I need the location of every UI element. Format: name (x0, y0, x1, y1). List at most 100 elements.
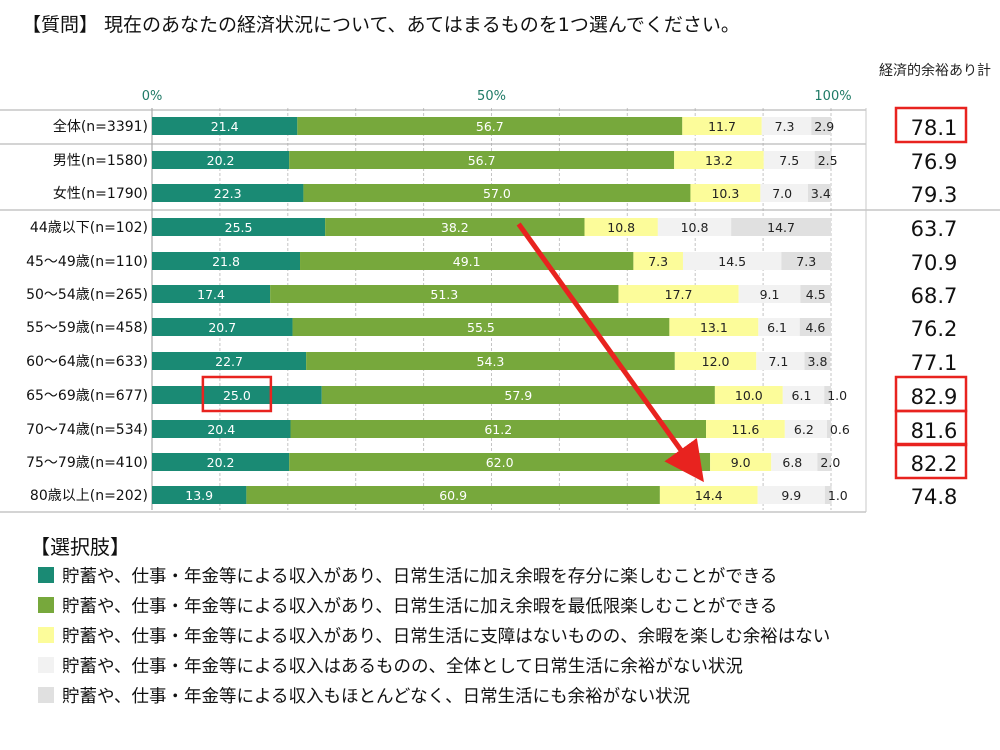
category-label: 44歳以下(n=102) (30, 220, 148, 236)
summary-total: 76.9 (911, 150, 958, 174)
bar-segment (152, 352, 307, 370)
bar-segment (714, 386, 783, 404)
data-label: 3.8 (808, 354, 828, 369)
data-label: 21.4 (211, 119, 239, 134)
data-label: 11.6 (732, 422, 760, 437)
summary-total: 63.7 (911, 217, 958, 241)
bar-segment (152, 285, 271, 303)
data-label: 10.3 (711, 186, 739, 201)
summary-total: 82.9 (911, 385, 958, 409)
legend-item: 貯蓄や、仕事・年金等による収入はあるものの、全体として日常生活に余裕がない状況 (38, 651, 743, 679)
data-label: 12.0 (702, 354, 730, 369)
bar-segment (152, 184, 304, 202)
data-label: 6.1 (792, 388, 812, 403)
bar-segment (633, 252, 683, 270)
data-label: 49.1 (453, 254, 481, 269)
x-tick-label: 0% (142, 89, 163, 104)
data-label: 20.2 (207, 455, 235, 470)
legend-label: 貯蓄や、仕事・年金等による収入があり、日常生活に支障はないものの、余暇を楽しむ余… (62, 626, 831, 647)
bar-segment (289, 151, 675, 169)
data-label: 7.1 (768, 354, 788, 369)
legend-item: 貯蓄や、仕事・年金等による収入があり、日常生活に支障はないものの、余暇を楽しむ余… (38, 621, 830, 649)
legend-swatch (38, 657, 54, 673)
bar-segment (669, 318, 759, 336)
bar-segment (682, 252, 782, 270)
bar-segment (152, 151, 290, 169)
bar-segment (152, 420, 291, 438)
bar-segment (761, 117, 812, 135)
data-label: 7.0 (772, 186, 792, 201)
bar-segment (757, 486, 825, 504)
question-title: 【質問】 現在のあなたの経済状況について、あてはまるものを1つ選んでください。 (22, 14, 740, 36)
data-label: 20.2 (207, 153, 235, 168)
bar-segment (782, 386, 825, 404)
data-label: 4.6 (805, 320, 825, 335)
legend-swatch (38, 687, 54, 703)
bar-segment (674, 151, 764, 169)
data-label: 9.1 (760, 287, 780, 302)
bar-segment (270, 285, 619, 303)
legend-label: 貯蓄や、仕事・年金等による収入はあるものの、全体として日常生活に余裕がない状況 (62, 656, 743, 677)
bar-segment (292, 318, 670, 336)
bar-segment (152, 386, 322, 404)
data-label: 14.7 (767, 220, 795, 235)
data-label: 13.1 (700, 320, 728, 335)
data-label: 9.9 (781, 488, 801, 503)
bar-segment (690, 184, 761, 202)
bar-segment (781, 252, 831, 270)
bar-segment (804, 352, 831, 370)
data-label: 2.0 (820, 455, 840, 470)
bar-segment (657, 218, 732, 236)
category-label: 45～49歳(n=110) (26, 254, 148, 270)
summary-total: 68.7 (911, 284, 958, 308)
category-label: 男性(n=1580) (53, 153, 148, 169)
data-label: 6.2 (794, 422, 814, 437)
trend-arrow (516, 222, 704, 483)
data-label-highlight-box (201, 375, 273, 413)
bar-segment (817, 453, 831, 471)
bar-segment (321, 386, 715, 404)
legend-item: 貯蓄や、仕事・年金等による収入があり、日常生活に加え余暇を存分に楽しむことができ… (38, 561, 777, 589)
bar-segment (824, 486, 832, 504)
data-label: 7.3 (796, 254, 816, 269)
bar-segment (710, 453, 772, 471)
data-label: 57.0 (483, 186, 511, 201)
data-label: 20.7 (208, 320, 236, 335)
bar-segment (763, 151, 815, 169)
bar-segment (618, 285, 739, 303)
bar-segment (800, 285, 831, 303)
summary-total: 78.1 (911, 116, 958, 140)
stacked-bar-chart: 0% 50% 100% 全体(n=3391) 21.4 56.7 11.7 7.3 2.9 78.… (0, 89, 1000, 513)
legend-swatch (38, 597, 54, 613)
legend-label: 貯蓄や、仕事・年金等による収入もほとんどなく、日常生活にも余裕がない状況 (62, 686, 691, 707)
bar-segment (807, 184, 831, 202)
summary-total: 79.3 (911, 183, 958, 207)
data-label: 20.4 (207, 422, 235, 437)
x-tick-label: 100% (814, 89, 851, 104)
category-label: 50～54歳(n=265) (26, 287, 148, 303)
summary-column-header: 経済的余裕あり計 (879, 63, 991, 79)
total-highlight-box (894, 442, 968, 480)
total-highlight-box (894, 106, 968, 144)
bar-segment (814, 151, 832, 169)
category-label: 65～69歳(n=677) (26, 388, 148, 404)
bar-segment (760, 184, 808, 202)
data-label: 1.0 (827, 388, 847, 403)
bar-segment (303, 184, 691, 202)
data-label: 17.7 (665, 287, 693, 302)
data-label: 38.2 (441, 220, 469, 235)
bar-segment (659, 486, 758, 504)
data-label: 51.3 (430, 287, 458, 302)
bar-segment (824, 386, 831, 404)
data-label: 3.4 (811, 186, 831, 201)
summary-total: 77.1 (911, 351, 958, 375)
data-label: 6.8 (782, 455, 802, 470)
bar-segment (584, 218, 658, 236)
legend-swatch (38, 567, 54, 583)
bar-segment (771, 453, 818, 471)
legend-swatch (38, 627, 54, 643)
category-label: 80歳以上(n=202) (30, 488, 148, 504)
bar-segment (799, 318, 831, 336)
bar-segment (811, 117, 831, 135)
data-label: 56.7 (476, 119, 504, 134)
